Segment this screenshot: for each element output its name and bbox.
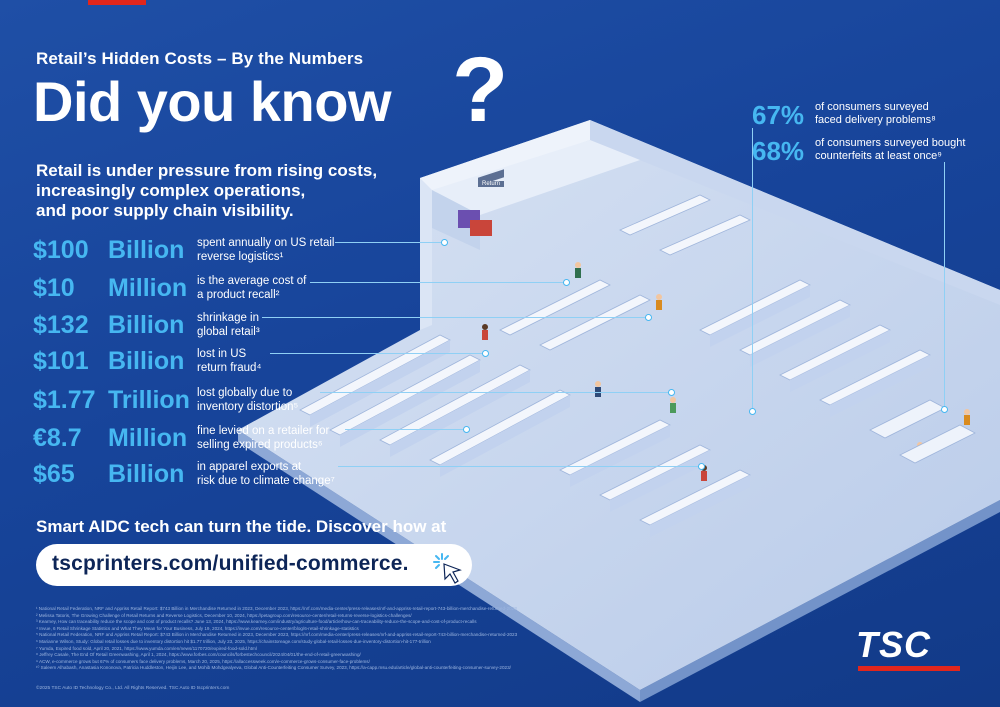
return-sign: Return xyxy=(478,181,505,187)
top-accent-bar xyxy=(88,0,146,5)
leader-dot xyxy=(563,279,570,286)
intro-line: and poor supply chain visibility. xyxy=(36,201,294,220)
leader-line xyxy=(335,242,443,243)
leader-line xyxy=(752,128,753,411)
stat-description: in apparel exports at risk due to climate… xyxy=(197,461,335,487)
leader-line xyxy=(338,466,700,467)
kicker-title: Retail’s Hidden Costs – By the Numbers xyxy=(36,49,364,68)
right-stat-description: of consumers surveyed bought counterfeits… xyxy=(815,137,966,162)
stat-amount: $100 xyxy=(33,236,89,264)
cta-text: Smart AIDC tech can turn the tide. Disco… xyxy=(36,517,447,536)
right-stat-pct: 67% xyxy=(752,100,805,130)
leader-line xyxy=(944,162,945,409)
headline: Did you know xyxy=(33,70,392,133)
stat-amount: $1.77 xyxy=(33,386,96,414)
stat-description: shrinkage in global retail³ xyxy=(197,312,260,338)
leader-dot xyxy=(698,463,705,470)
right-stat-pct: 68% xyxy=(752,136,805,166)
stat-description: is the average cost of a product recall² xyxy=(197,275,307,301)
logo-underline xyxy=(858,666,960,671)
footnotes: ¹ National Retail Federation, NRF and Ap… xyxy=(36,606,518,671)
intro-line: Retail is under pressure from rising cos… xyxy=(36,161,378,180)
leader-dot xyxy=(668,389,675,396)
stat-description: lost globally due to inventory distortion… xyxy=(197,387,299,413)
cursor-click-icon xyxy=(433,553,462,584)
stat-unit: Billion xyxy=(108,460,185,488)
leader-dot xyxy=(441,239,448,246)
leader-line xyxy=(320,392,670,393)
right-stat-description: of consumers surveyed faced delivery prob… xyxy=(815,101,936,126)
stat-unit: Trillion xyxy=(108,386,190,414)
leader-dot xyxy=(941,406,948,413)
stat-unit: Billion xyxy=(108,347,185,375)
stat-description: lost in US return fraud⁴ xyxy=(197,348,262,374)
intro-line: increasingly complex operations, xyxy=(36,181,306,200)
stat-amount: $101 xyxy=(33,347,89,375)
stat-amount: $132 xyxy=(33,311,89,339)
leader-dot xyxy=(749,408,756,415)
stat-amount: €8.7 xyxy=(33,424,82,452)
logo-text: TSC xyxy=(856,624,931,665)
leader-line xyxy=(262,317,647,318)
copyright: ©2025 TSC Auto ID Technology Co., Ltd. A… xyxy=(36,686,230,691)
leader-line xyxy=(270,353,484,354)
leader-dot xyxy=(482,350,489,357)
stat-amount: $65 xyxy=(33,460,75,488)
stat-unit: Million xyxy=(108,274,188,302)
leader-dot xyxy=(463,426,470,433)
url-link-button[interactable]: tscprinters.com/unified-commerce. xyxy=(36,544,472,586)
intro-text: Retail is under pressure from rising cos… xyxy=(36,161,436,221)
stat-unit: Billion xyxy=(108,311,185,339)
question-mark: ? xyxy=(452,39,509,141)
url-link[interactable]: tscprinters.com/unified-commerce. xyxy=(52,552,409,575)
leader-line xyxy=(345,429,465,430)
stat-unit: Million xyxy=(108,424,188,452)
stat-amount: $10 xyxy=(33,274,75,302)
stat-description: fine levied on a retailer for selling exp… xyxy=(197,425,330,451)
tsc-logo: TSC xyxy=(856,624,968,672)
leader-line xyxy=(310,282,565,283)
stat-description: spent annually on US retail reverse logis… xyxy=(197,237,335,263)
stat-unit: Billion xyxy=(108,236,185,264)
leader-dot xyxy=(645,314,652,321)
